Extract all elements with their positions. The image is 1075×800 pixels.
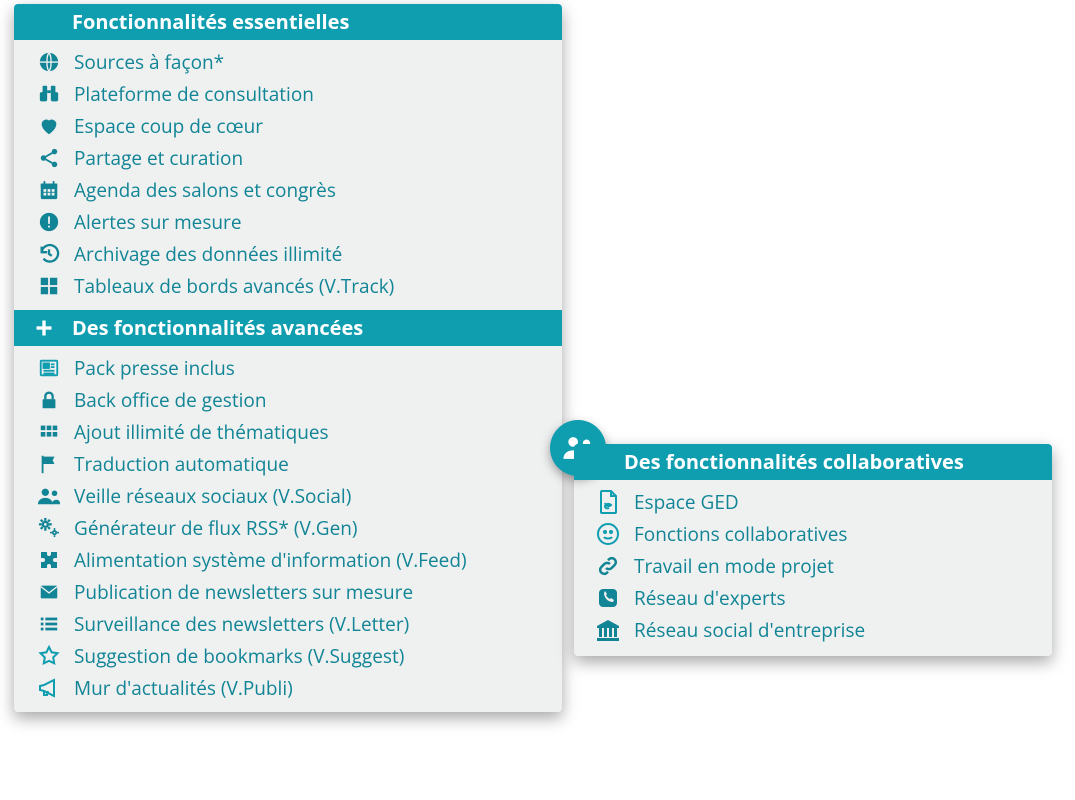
history-icon (32, 243, 66, 265)
feature-row: Pack presse inclus (14, 352, 562, 384)
feature-row: Mur d'actualités (V.Publi) (14, 672, 562, 704)
feature-label: Tableaux de bords avancés (V.Track) (66, 273, 394, 299)
section-header-advanced: Des fonctionnalités avancées (14, 310, 562, 346)
feature-label: Veille réseaux sociaux (V.Social) (66, 483, 351, 509)
heart-icon (32, 115, 66, 137)
tiles-icon (32, 275, 66, 297)
chain-icon (590, 554, 626, 578)
section-header-collaborative: Des fonctionnalités collaboratives (574, 444, 1052, 480)
star-icon (32, 644, 66, 668)
feature-label: Partage et curation (66, 145, 243, 171)
feature-row: Plateforme de consultation (14, 78, 562, 110)
feature-row: Fonctions collaboratives (574, 518, 1052, 550)
feature-label: Réseau d'experts (626, 585, 786, 611)
feature-label: Espace coup de cœur (66, 113, 263, 139)
feature-label: Back office de gestion (66, 387, 266, 413)
section-title: Des fonctionnalités collaboratives (624, 448, 964, 475)
share-icon (32, 147, 66, 169)
feature-label: Réseau social d'entreprise (626, 617, 865, 643)
feature-row: Sources à façon* (14, 46, 562, 78)
section-items-advanced: Pack presse inclus Back office de gestio… (14, 346, 562, 712)
feature-row: Tableaux de bords avancés (V.Track) (14, 270, 562, 302)
globe-icon (32, 51, 66, 73)
phone-icon (590, 586, 626, 610)
smile-icon (590, 522, 626, 546)
feature-label: Traduction automatique (66, 451, 289, 477)
binoculars-icon (32, 83, 66, 105)
feature-row: Surveillance des newsletters (V.Letter) (14, 608, 562, 640)
feature-row: Archivage des données illimité (14, 238, 562, 270)
grid-icon (32, 421, 66, 443)
feature-label: Mur d'actualités (V.Publi) (66, 675, 293, 701)
section-title: Des fonctionnalités avancées (72, 314, 363, 341)
bank-icon (590, 618, 626, 642)
feature-row: Espace GED (574, 486, 1052, 518)
envelope-icon (32, 581, 66, 603)
feature-label: Archivage des données illimité (66, 241, 342, 267)
newspaper-icon (32, 357, 66, 379)
feature-label: Plateforme de consultation (66, 81, 314, 107)
feature-row: Générateur de flux RSS* (V.Gen) (14, 512, 562, 544)
section-items-essentials: Sources à façon* Plateforme de consultat… (14, 40, 562, 310)
section-title: Fonctionnalités essentielles (72, 8, 349, 35)
puzzle-icon (32, 548, 66, 572)
feature-label: Fonctions collaboratives (626, 521, 847, 547)
feature-row: Suggestion de bookmarks (V.Suggest) (14, 640, 562, 672)
feature-row: Partage et curation (14, 142, 562, 174)
feature-label: Ajout illimité de thématiques (66, 419, 329, 445)
megaphone-icon (32, 676, 66, 700)
feature-row: Agenda des salons et congrès (14, 174, 562, 206)
gears-icon (32, 517, 66, 539)
feature-label: Alertes sur mesure (66, 209, 241, 235)
plus-icon (34, 318, 54, 338)
pdf-icon (590, 489, 626, 515)
flag-icon (32, 453, 66, 475)
feature-row: Publication de newsletters sur mesure (14, 576, 562, 608)
feature-row: Ajout illimité de thématiques (14, 416, 562, 448)
feature-row: Travail en mode projet (574, 550, 1052, 582)
feature-label: Alimentation système d'information (V.Fe… (66, 547, 467, 573)
section-header-essentials: Fonctionnalités essentielles (14, 4, 562, 40)
feature-label: Travail en mode projet (626, 553, 834, 579)
feature-label: Surveillance des newsletters (V.Letter) (66, 611, 409, 637)
calendar-icon (32, 179, 66, 201)
feature-row: Back office de gestion (14, 384, 562, 416)
feature-label: Espace GED (626, 489, 739, 515)
alert-icon (32, 211, 66, 233)
feature-label: Pack presse inclus (66, 355, 235, 381)
feature-row: Espace coup de cœur (14, 110, 562, 142)
list-icon (32, 613, 66, 635)
feature-label: Sources à façon* (66, 49, 224, 75)
lock-icon (32, 389, 66, 411)
users-icon (32, 485, 66, 507)
section-items-collaborative: Espace GED Fonctions collaboratives Trav… (574, 480, 1052, 656)
feature-label: Agenda des salons et congrès (66, 177, 336, 203)
feature-row: Alertes sur mesure (14, 206, 562, 238)
features-main-card: Fonctionnalités essentielles Sources à f… (14, 4, 562, 712)
feature-row: Alimentation système d'information (V.Fe… (14, 544, 562, 576)
feature-row: Réseau social d'entreprise (574, 614, 1052, 646)
feature-label: Suggestion de bookmarks (V.Suggest) (66, 643, 404, 669)
feature-row: Veille réseaux sociaux (V.Social) (14, 480, 562, 512)
feature-label: Publication de newsletters sur mesure (66, 579, 413, 605)
feature-row: Réseau d'experts (574, 582, 1052, 614)
features-collaborative-card: Des fonctionnalités collaboratives Espac… (574, 444, 1052, 656)
feature-row: Traduction automatique (14, 448, 562, 480)
feature-label: Générateur de flux RSS* (V.Gen) (66, 515, 358, 541)
